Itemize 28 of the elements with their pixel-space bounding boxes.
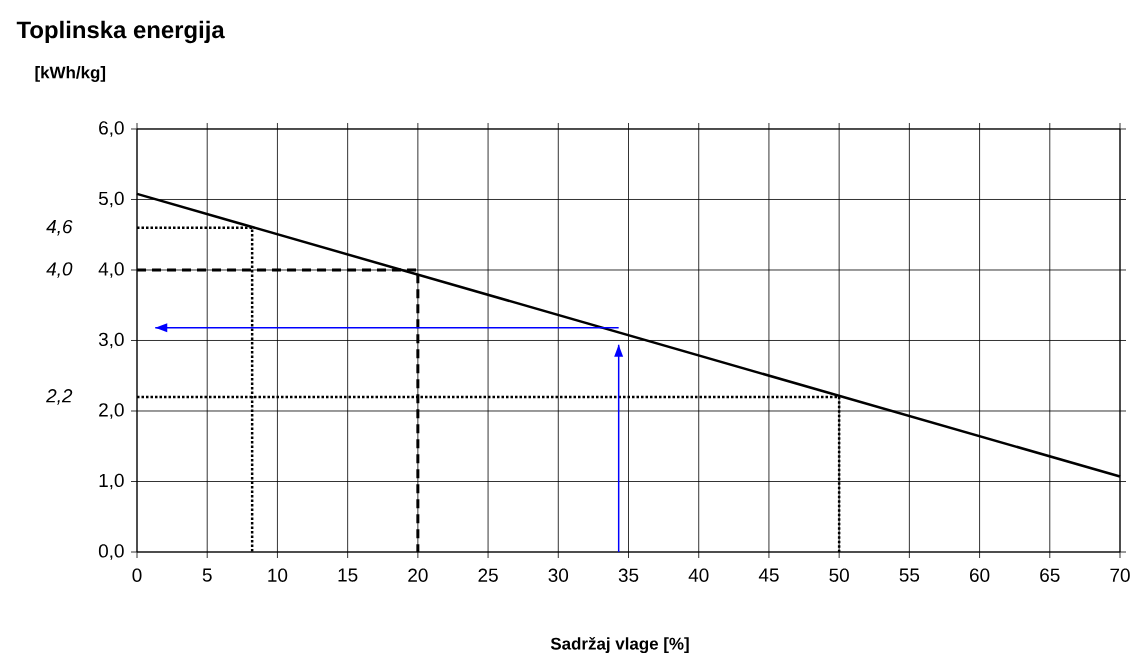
- text: 4,6: [46, 219, 73, 236]
- text: 4,0: [46, 262, 73, 278]
- y-tick-label: 0,0: [98, 544, 124, 560]
- x-tick-label: 35: [618, 568, 639, 582]
- y-tick-label: 6,0: [99, 121, 124, 137]
- x-tick-label: 10: [268, 568, 288, 582]
- x-tick-label: 55: [899, 568, 920, 582]
- y-tick-label: 2,0: [99, 403, 124, 419]
- y-tick-label: 5,0: [98, 191, 124, 208]
- x-tick-label: 50: [829, 568, 849, 582]
- chart-title: Toplinska energija: [16, 20, 225, 44]
- x-tick-label: 70: [1110, 568, 1130, 582]
- x-tick-label: 30: [548, 568, 569, 582]
- x-tick-label: 5: [202, 568, 212, 582]
- x-tick-label: 20: [408, 568, 428, 582]
- y-tick-label: 1,0: [99, 473, 124, 490]
- y-tick-label: 3,0: [98, 332, 124, 349]
- x-tick-label: 15: [338, 568, 358, 582]
- x-tick-label: 45: [758, 568, 779, 582]
- x-tick-label: 25: [478, 568, 498, 582]
- x-tick-label: 40: [688, 568, 709, 582]
- y-axis-title: [kWh/kg]: [35, 66, 106, 82]
- y-tick-label: 4,0: [98, 262, 124, 278]
- x-tick-label: 60: [970, 568, 990, 582]
- x-tick-label: 0: [132, 568, 142, 582]
- x-tick-label: 65: [1040, 568, 1060, 582]
- text: 2,2: [46, 389, 73, 405]
- x-axis-title: Sadržaj vlage [%]: [550, 636, 689, 654]
